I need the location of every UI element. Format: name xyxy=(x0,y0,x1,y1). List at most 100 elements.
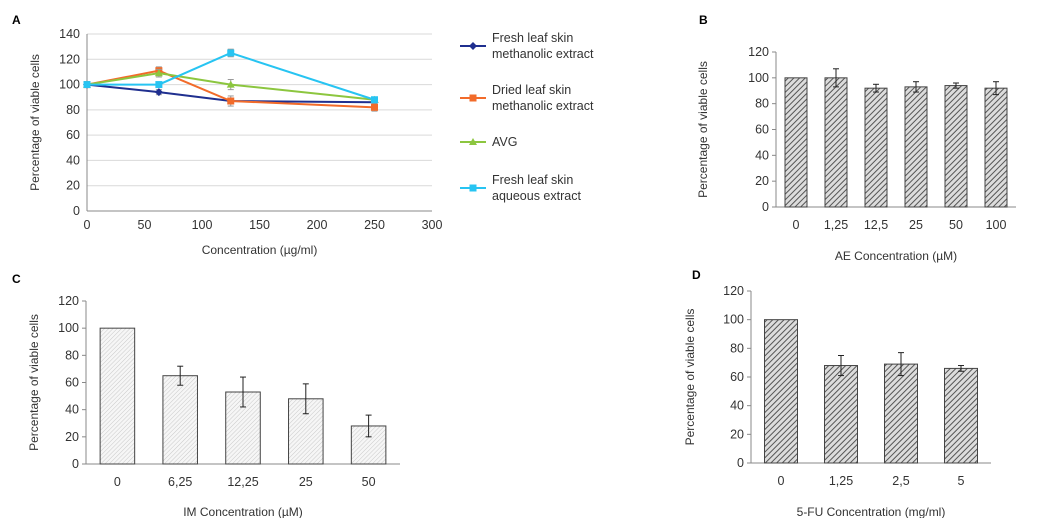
x-tick-label: 50 xyxy=(949,218,963,232)
y-tick-label: 60 xyxy=(730,370,744,384)
y-tick-label: 100 xyxy=(58,321,79,335)
y-axis-label: Percentage of viable cells xyxy=(696,61,710,198)
y-tick-label: 120 xyxy=(59,52,80,66)
y-tick-label: 80 xyxy=(730,341,744,355)
y-tick-label: 40 xyxy=(66,153,80,167)
bar xyxy=(99,327,136,465)
y-tick-label: 40 xyxy=(65,403,79,417)
legend-marker xyxy=(469,42,477,50)
y-tick-label: 100 xyxy=(59,78,80,92)
x-tick-label: 100 xyxy=(986,218,1007,232)
y-tick-label: 60 xyxy=(66,128,80,142)
x-tick-label: 0 xyxy=(778,474,785,488)
x-tick-label: 200 xyxy=(307,218,328,232)
legend-marker xyxy=(469,184,477,192)
series-line xyxy=(86,72,375,101)
y-tick-label: 0 xyxy=(73,204,80,218)
bar xyxy=(904,86,928,208)
y-tick-label: 40 xyxy=(755,148,769,162)
bar xyxy=(864,87,888,208)
x-tick-label: 0 xyxy=(114,475,121,489)
y-tick-label: 40 xyxy=(730,399,744,413)
panel-label: B xyxy=(699,13,708,27)
x-tick-label: 50 xyxy=(138,218,152,232)
x-axis-label: AE Concentration (µM) xyxy=(835,249,957,263)
x-tick-label: 12,25 xyxy=(227,475,258,489)
legend-label: AVG xyxy=(492,135,517,149)
x-tick-label: 0 xyxy=(793,218,800,232)
y-tick-label: 0 xyxy=(762,200,769,214)
legend-label: methanolic extract xyxy=(492,99,594,113)
x-tick-label: 12,5 xyxy=(864,218,888,232)
x-tick-label: 1,25 xyxy=(829,474,853,488)
y-tick-label: 80 xyxy=(755,97,769,111)
bar xyxy=(944,367,978,464)
panel-label: C xyxy=(12,272,21,286)
x-tick-label: 25 xyxy=(909,218,923,232)
x-tick-label: 250 xyxy=(364,218,385,232)
bar xyxy=(944,85,968,208)
data-point xyxy=(154,69,163,77)
data-point xyxy=(155,81,163,89)
x-axis-label: Concentration (µg/ml) xyxy=(202,243,318,257)
x-tick-label: 5 xyxy=(958,474,965,488)
data-point xyxy=(227,97,235,105)
series-line xyxy=(86,83,375,104)
y-tick-label: 20 xyxy=(65,430,79,444)
data-point xyxy=(154,88,163,97)
y-tick-label: 120 xyxy=(748,45,769,59)
x-axis-label: IM Concentration (µM) xyxy=(183,505,303,518)
series-line xyxy=(86,69,375,109)
legend-marker xyxy=(469,94,477,102)
legend-label: Dried leaf skin xyxy=(492,83,571,97)
bar xyxy=(824,365,858,464)
bar xyxy=(784,77,808,208)
y-tick-label: 20 xyxy=(730,427,744,441)
y-tick-label: 100 xyxy=(723,313,744,327)
x-tick-label: 300 xyxy=(422,218,443,232)
y-axis-label: Percentage of viable cells xyxy=(27,314,41,451)
y-tick-label: 0 xyxy=(72,457,79,471)
x-tick-label: 6,25 xyxy=(168,475,192,489)
x-tick-label: 2,5 xyxy=(892,474,909,488)
data-point xyxy=(83,81,91,89)
bar xyxy=(162,375,198,465)
panel-label: D xyxy=(692,268,701,282)
x-tick-label: 100 xyxy=(192,218,213,232)
y-tick-label: 60 xyxy=(755,123,769,137)
series-line xyxy=(87,51,375,101)
bar xyxy=(824,77,848,208)
bar xyxy=(884,363,918,464)
y-tick-label: 100 xyxy=(748,71,769,85)
y-tick-label: 20 xyxy=(755,174,769,188)
x-tick-label: 150 xyxy=(249,218,270,232)
y-tick-label: 140 xyxy=(59,27,80,41)
data-point xyxy=(226,80,235,88)
data-point xyxy=(227,49,235,57)
x-tick-label: 0 xyxy=(84,218,91,232)
y-tick-label: 80 xyxy=(66,103,80,117)
legend-label: Fresh leaf skin xyxy=(492,173,573,187)
x-axis-label: 5-FU Concentration (mg/ml) xyxy=(797,505,946,518)
bar xyxy=(984,87,1008,208)
x-tick-label: 50 xyxy=(362,475,376,489)
y-tick-label: 0 xyxy=(737,456,744,470)
legend-marker xyxy=(469,138,477,145)
legend-label: aqueous extract xyxy=(492,189,581,203)
y-tick-label: 60 xyxy=(65,376,79,390)
y-tick-label: 20 xyxy=(66,179,80,193)
legend-label: Fresh leaf skin xyxy=(492,31,573,45)
panel-label: A xyxy=(12,13,21,27)
data-point xyxy=(371,96,378,104)
y-tick-label: 120 xyxy=(723,284,744,298)
data-point xyxy=(371,103,378,111)
x-tick-label: 1,25 xyxy=(824,218,848,232)
x-tick-label: 25 xyxy=(299,475,313,489)
y-tick-label: 120 xyxy=(58,294,79,308)
bar xyxy=(764,319,798,464)
legend-label: methanolic extract xyxy=(492,47,594,61)
y-tick-label: 80 xyxy=(65,348,79,362)
y-axis-label: Percentage of viable cells xyxy=(28,54,42,191)
y-axis-label: Percentage of viable cells xyxy=(683,309,697,446)
